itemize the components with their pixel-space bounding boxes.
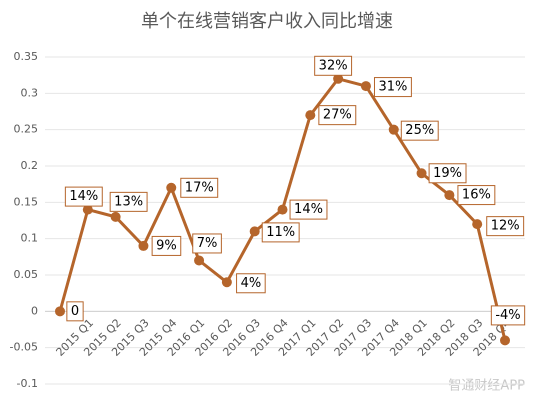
data-label-text: 16%: [462, 188, 491, 203]
data-label-text: -4%: [495, 308, 520, 323]
y-tick-label: 0.35: [14, 50, 39, 63]
watermark: 智通财经APP: [448, 379, 525, 394]
data-label: 13%: [109, 191, 148, 212]
marker: [249, 226, 260, 237]
marker: [166, 182, 177, 193]
y-tick-label: 0.2: [21, 159, 39, 172]
data-label: 11%: [261, 222, 300, 243]
data-label-text: 7%: [197, 236, 218, 251]
y-tick-label: -0.1: [17, 377, 38, 390]
marker: [194, 255, 205, 266]
marker: [388, 124, 399, 135]
data-label-box: [109, 191, 148, 212]
data-label-text: 32%: [319, 58, 348, 73]
marker: [472, 219, 483, 230]
data-label-box: [486, 216, 525, 237]
data-label: 14%: [289, 199, 328, 220]
data-label-box: [64, 186, 103, 207]
data-label: 19%: [428, 163, 467, 184]
data-label: 31%: [373, 77, 412, 98]
data-label-box: [151, 235, 182, 256]
data-label-box: [373, 77, 412, 98]
data-label-text: 14%: [294, 202, 323, 217]
data-label-box: [66, 301, 84, 322]
y-tick-label: 0.3: [21, 86, 39, 99]
data-label-box: [400, 120, 439, 141]
y-tick-label: 0.05: [14, 268, 39, 281]
marker: [333, 73, 344, 84]
data-label-text: 27%: [323, 108, 352, 123]
y-tick-label: 0.15: [14, 195, 39, 208]
marker: [360, 81, 371, 92]
data-label-text: 25%: [405, 123, 434, 138]
data-label: 27%: [318, 105, 357, 126]
marker: [82, 204, 93, 215]
y-tick-label: -0.05: [10, 341, 38, 354]
data-label: 7%: [192, 233, 222, 254]
chart-title: 单个在线营销客户收入同比增速: [141, 11, 393, 32]
data-label-box: [490, 305, 526, 326]
data-label: 17%: [180, 177, 219, 198]
y-tick-label: 0: [31, 304, 38, 317]
data-label-text: 19%: [433, 166, 462, 181]
data-label-box: [457, 185, 496, 206]
data-label: 16%: [457, 185, 496, 206]
data-label-text: 0: [71, 304, 79, 319]
y-tick-label: 0.1: [21, 232, 39, 245]
data-label-text: 13%: [114, 194, 143, 209]
marker: [416, 168, 427, 179]
data-label-box: [261, 222, 300, 243]
data-label-text: 14%: [69, 189, 98, 204]
data-label: 9%: [151, 235, 182, 256]
data-label: 4%: [236, 273, 266, 294]
data-label-box: [318, 105, 357, 126]
data-label-text: 11%: [266, 225, 295, 240]
data-label: -4%: [490, 305, 526, 326]
data-label-text: 12%: [491, 219, 520, 234]
marker: [221, 277, 232, 288]
data-label: 12%: [486, 216, 525, 237]
data-label: 32%: [314, 55, 353, 76]
marker: [55, 306, 65, 317]
data-label-box: [180, 177, 219, 198]
data-label-text: 4%: [241, 276, 262, 291]
marker: [305, 110, 316, 121]
data-label-box: [314, 55, 353, 76]
marker: [277, 204, 288, 215]
data-label-text: 17%: [185, 180, 214, 195]
data-label: 25%: [400, 120, 439, 141]
marker: [138, 240, 149, 251]
marker: [110, 211, 121, 222]
data-label-box: [289, 199, 328, 220]
data-label-text: 9%: [156, 238, 177, 253]
marker: [444, 190, 455, 201]
data-label: 14%: [64, 186, 103, 207]
data-label-text: 31%: [378, 80, 407, 95]
data-label-box: [428, 163, 467, 184]
marker: [500, 335, 510, 346]
data-label-box: [192, 233, 222, 254]
y-tick-label: 0.25: [14, 123, 39, 136]
data-label: 0: [66, 301, 84, 322]
data-label-box: [236, 273, 266, 294]
